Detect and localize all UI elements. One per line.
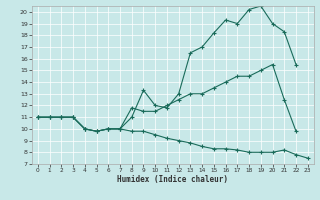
X-axis label: Humidex (Indice chaleur): Humidex (Indice chaleur) [117,175,228,184]
